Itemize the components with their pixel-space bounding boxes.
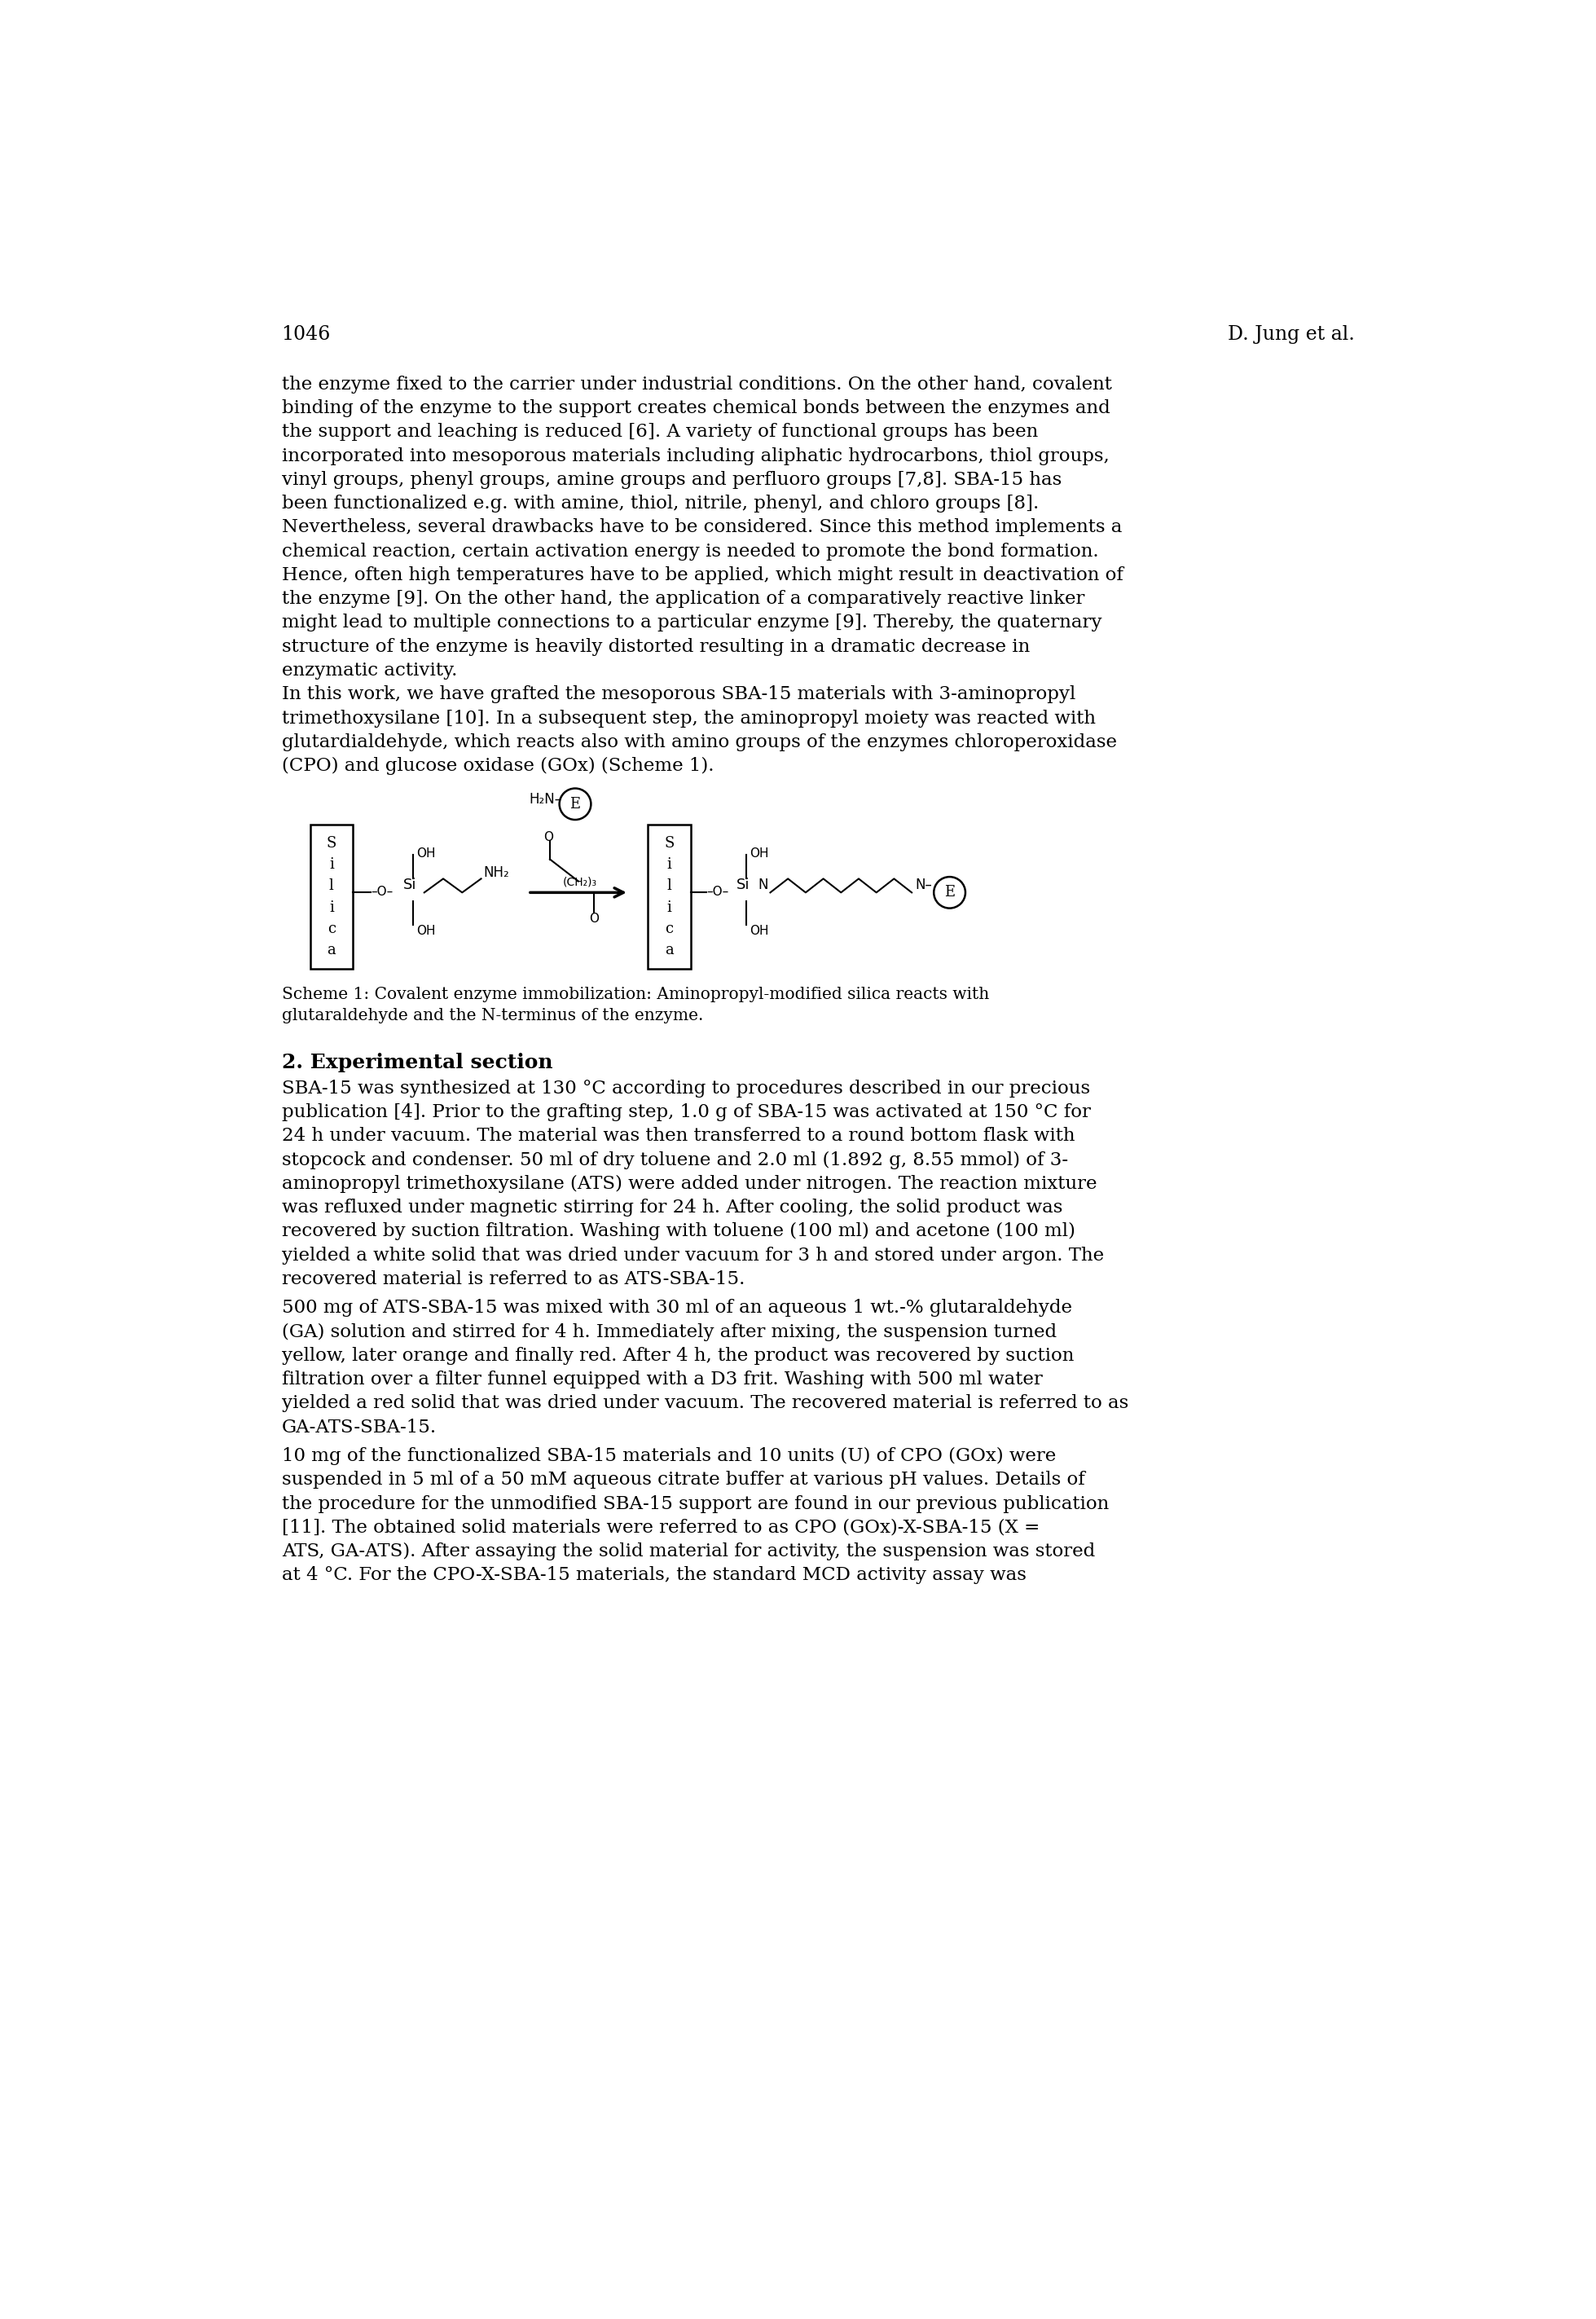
Text: i: i (667, 858, 672, 872)
Text: binding of the enzyme to the support creates chemical bonds between the enzymes : binding of the enzyme to the support cre… (281, 399, 1109, 417)
Text: the enzyme fixed to the carrier under industrial conditions. On the other hand, : the enzyme fixed to the carrier under in… (281, 376, 1112, 394)
Text: a: a (666, 944, 674, 958)
Text: c: c (327, 921, 335, 937)
Text: OH: OH (417, 846, 436, 860)
Text: trimethoxysilane [10]. In a subsequent step, the aminopropyl moiety was reacted : trimethoxysilane [10]. In a subsequent s… (281, 710, 1095, 728)
Text: yellow, later orange and finally red. After 4 h, the product was recovered by su: yellow, later orange and finally red. Af… (281, 1347, 1074, 1364)
Text: GA-ATS-SBA-15.: GA-ATS-SBA-15. (281, 1419, 436, 1435)
Text: E: E (570, 798, 581, 812)
Text: c: c (666, 921, 674, 937)
Text: the support and leaching is reduced [6]. A variety of functional groups has been: the support and leaching is reduced [6].… (281, 422, 1037, 441)
Text: OH: OH (417, 925, 436, 937)
Text: NH₂: NH₂ (484, 865, 509, 879)
Text: might lead to multiple connections to a particular enzyme [9]. Thereby, the quat: might lead to multiple connections to a … (281, 615, 1101, 631)
Text: been functionalized e.g. with amine, thiol, nitrile, phenyl, and chloro groups [: been functionalized e.g. with amine, thi… (281, 494, 1039, 512)
Text: S: S (664, 837, 674, 851)
Text: i: i (667, 900, 672, 914)
Text: (CPO) and glucose oxidase (GOx) (Scheme 1).: (CPO) and glucose oxidase (GOx) (Scheme … (281, 756, 713, 775)
Text: Si: Si (404, 877, 417, 893)
Text: N: N (758, 877, 768, 893)
Text: 500 mg of ATS-SBA-15 was mixed with 30 ml of an aqueous 1 wt.-% glutaraldehyde: 500 mg of ATS-SBA-15 was mixed with 30 m… (281, 1299, 1073, 1317)
Text: Scheme 1: Covalent enzyme immobilization: Aminopropyl-modified silica reacts wit: Scheme 1: Covalent enzyme immobilization… (281, 986, 990, 1002)
Text: Nevertheless, several drawbacks have to be considered. Since this method impleme: Nevertheless, several drawbacks have to … (281, 519, 1122, 536)
Text: H₂N–: H₂N– (530, 791, 562, 807)
Text: l: l (667, 879, 672, 893)
Text: 10 mg of the functionalized SBA-15 materials and 10 units (U) of CPO (GOx) were: 10 mg of the functionalized SBA-15 mater… (281, 1447, 1055, 1466)
Text: glutaraldehyde and the N-terminus of the enzyme.: glutaraldehyde and the N-terminus of the… (281, 1009, 704, 1023)
Text: yielded a red solid that was dried under vacuum. The recovered material is refer: yielded a red solid that was dried under… (281, 1394, 1128, 1412)
Text: S: S (327, 837, 337, 851)
Text: 2. Experimental section: 2. Experimental section (281, 1053, 552, 1074)
Text: the procedure for the unmodified SBA-15 support are found in our previous public: the procedure for the unmodified SBA-15 … (281, 1496, 1109, 1512)
Text: In this work, we have grafted the mesoporous SBA-15 materials with 3-aminopropyl: In this work, we have grafted the mesopo… (281, 686, 1076, 703)
Text: filtration over a filter funnel equipped with a D3 frit. Washing with 500 ml wat: filtration over a filter funnel equipped… (281, 1371, 1042, 1389)
Text: 1046: 1046 (281, 325, 330, 343)
Text: publication [4]. Prior to the grafting step, 1.0 g of SBA-15 was activated at 15: publication [4]. Prior to the grafting s… (281, 1104, 1090, 1122)
Text: suspended in 5 ml of a 50 mM aqueous citrate buffer at various pH values. Detail: suspended in 5 ml of a 50 mM aqueous cit… (281, 1470, 1085, 1489)
Text: Hence, often high temperatures have to be applied, which might result in deactiv: Hence, often high temperatures have to b… (281, 566, 1124, 584)
Text: N–: N– (915, 877, 932, 893)
Text: O: O (589, 914, 598, 925)
Text: structure of the enzyme is heavily distorted resulting in a dramatic decrease in: structure of the enzyme is heavily disto… (281, 638, 1029, 656)
Text: SBA-15 was synthesized at 130 °C according to procedures described in our precio: SBA-15 was synthesized at 130 °C accordi… (281, 1078, 1090, 1097)
Text: Si: Si (736, 877, 750, 893)
Text: (CH₂)₃: (CH₂)₃ (562, 877, 597, 888)
Text: 24 h under vacuum. The material was then transferred to a round bottom flask wit: 24 h under vacuum. The material was then… (281, 1127, 1074, 1146)
Text: yielded a white solid that was dried under vacuum for 3 h and stored under argon: yielded a white solid that was dried und… (281, 1245, 1104, 1264)
Bar (648, 826, 691, 969)
Text: was refluxed under magnetic stirring for 24 h. After cooling, the solid product : was refluxed under magnetic stirring for… (281, 1199, 1063, 1217)
Text: vinyl groups, phenyl groups, amine groups and perfluoro groups [7,8]. SBA-15 has: vinyl groups, phenyl groups, amine group… (281, 471, 1061, 489)
Text: at 4 °C. For the CPO-X-SBA-15 materials, the standard MCD activity assay was: at 4 °C. For the CPO-X-SBA-15 materials,… (281, 1565, 1026, 1584)
Text: enzymatic activity.: enzymatic activity. (281, 661, 456, 679)
Text: a: a (327, 944, 335, 958)
Text: incorporated into mesoporous materials including aliphatic hydrocarbons, thiol g: incorporated into mesoporous materials i… (281, 448, 1109, 466)
Text: i: i (329, 858, 334, 872)
Text: l: l (329, 879, 334, 893)
Text: OH: OH (750, 846, 769, 860)
Text: stopcock and condenser. 50 ml of dry toluene and 2.0 ml (1.892 g, 8.55 mmol) of : stopcock and condenser. 50 ml of dry tol… (281, 1150, 1068, 1169)
Text: ATS, GA-ATS). After assaying the solid material for activity, the suspension was: ATS, GA-ATS). After assaying the solid m… (281, 1542, 1095, 1561)
Text: E: E (945, 886, 954, 900)
Text: recovered by suction filtration. Washing with toluene (100 ml) and acetone (100 : recovered by suction filtration. Washing… (281, 1222, 1076, 1241)
Text: i: i (329, 900, 334, 914)
Text: OH: OH (750, 925, 769, 937)
Text: (GA) solution and stirred for 4 h. Immediately after mixing, the suspension turn: (GA) solution and stirred for 4 h. Immed… (281, 1322, 1057, 1340)
Text: O: O (544, 830, 554, 844)
Text: glutardialdehyde, which reacts also with amino groups of the enzymes chloroperox: glutardialdehyde, which reacts also with… (281, 733, 1117, 751)
Text: [11]. The obtained solid materials were referred to as CPO (GOx)-X-SBA-15 (X =: [11]. The obtained solid materials were … (281, 1519, 1039, 1537)
Text: aminopropyl trimethoxysilane (ATS) were added under nitrogen. The reaction mixtu: aminopropyl trimethoxysilane (ATS) were … (281, 1176, 1096, 1192)
Text: the enzyme [9]. On the other hand, the application of a comparatively reactive l: the enzyme [9]. On the other hand, the a… (281, 589, 1084, 608)
Text: D. Jung et al.: D. Jung et al. (1227, 325, 1355, 343)
Text: recovered material is referred to as ATS-SBA-15.: recovered material is referred to as ATS… (281, 1271, 745, 1287)
Bar (310, 826, 353, 969)
Text: chemical reaction, certain activation energy is needed to promote the bond forma: chemical reaction, certain activation en… (281, 543, 1098, 561)
Text: –O–: –O– (707, 886, 729, 897)
Text: –O–: –O– (370, 886, 393, 897)
